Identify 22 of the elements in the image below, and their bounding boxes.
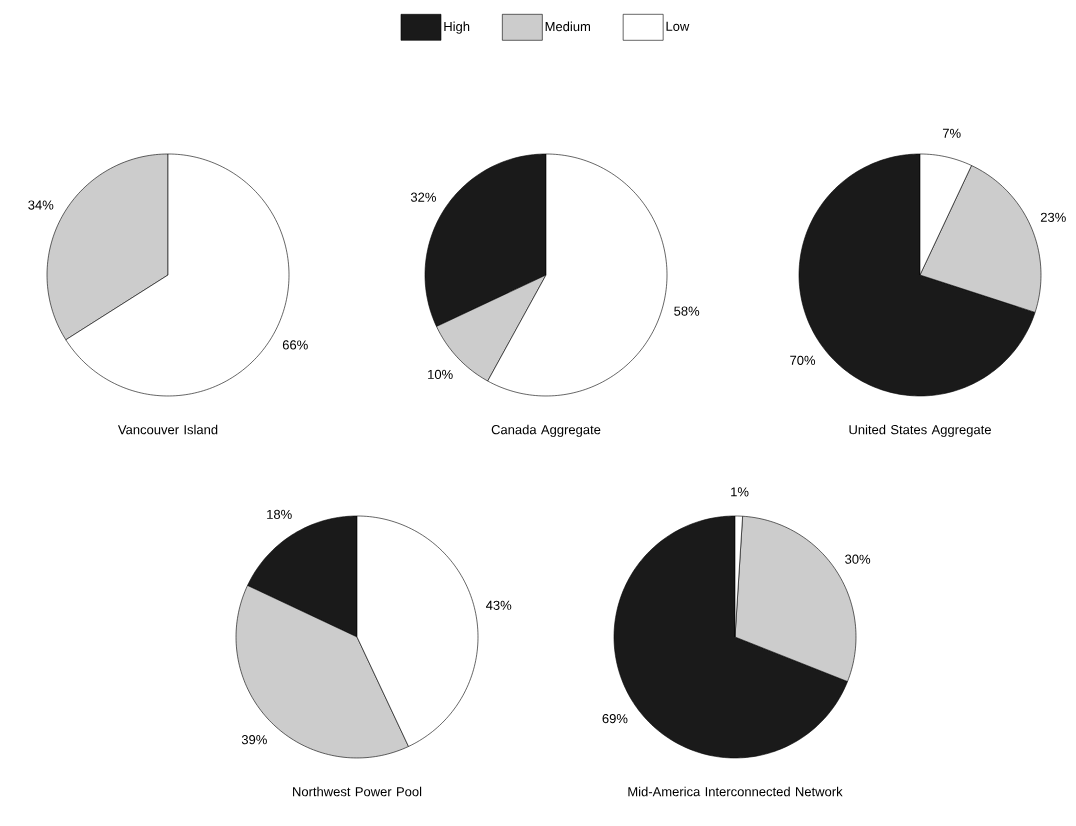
data-label: 18% <box>267 509 292 519</box>
data-label: 66% <box>282 340 308 350</box>
legend-label: Medium <box>545 21 590 32</box>
data-label: 70% <box>790 355 816 365</box>
data-label: 69% <box>602 713 628 724</box>
data-label: 32% <box>410 192 436 202</box>
data-label: 30% <box>845 554 871 564</box>
legend-label: Low <box>666 21 690 31</box>
data-label: 7% <box>942 128 961 138</box>
text: Mid-America Interconnected Network <box>628 786 843 797</box>
text: Vancouver Island <box>117 424 218 435</box>
data-label: 34% <box>28 200 54 210</box>
data-label: 58% <box>674 306 700 316</box>
text: United States Aggregate <box>849 424 991 437</box>
data-label: 1% <box>731 487 749 497</box>
text: Northwest Power Pool <box>293 786 422 797</box>
data-label: 10% <box>428 369 453 379</box>
data-label: 43% <box>486 600 512 610</box>
data-label: 23% <box>1040 212 1066 222</box>
legend-label: High <box>444 21 470 34</box>
data-label: 39% <box>241 735 267 745</box>
text: Canada Aggregate <box>491 424 601 437</box>
